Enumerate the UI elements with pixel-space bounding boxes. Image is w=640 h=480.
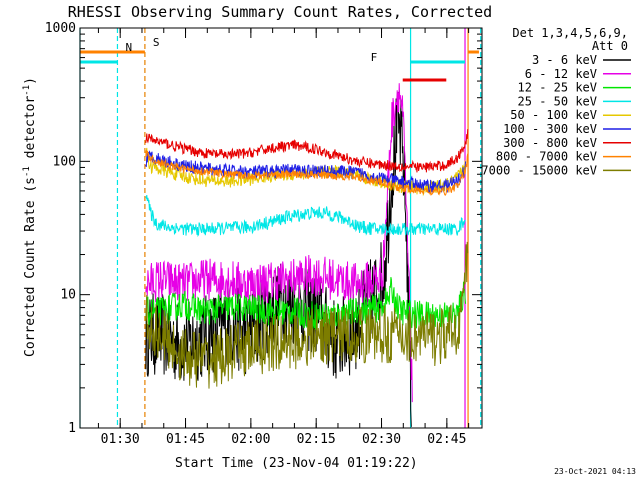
series-lines	[145, 83, 469, 427]
series-12-25-keVkev-line	[145, 277, 467, 331]
series-50-100-keVkev-line	[145, 147, 467, 197]
y-tick-label-3: 1000	[45, 21, 76, 36]
series-25-50-keVkev-line	[145, 195, 466, 238]
chart-title: RHESSI Observing Summary Count Rates, Co…	[68, 3, 492, 21]
x-axis-label: Start Time (23-Nov-04 01:19:22)	[175, 456, 418, 471]
y-axis-label-sup2: -1	[22, 85, 32, 96]
legend-label-1: 6 - 12 keV	[525, 67, 597, 81]
legend-label-7: 800 - 7000 keV	[496, 150, 597, 164]
series-300-800-keVkev-line	[145, 129, 469, 173]
x-tick-label-2: 02:00	[231, 432, 270, 447]
legend-label-6: 300 - 800 keV	[503, 136, 597, 150]
y-tick-label-1: 10	[60, 288, 76, 303]
y-axis-ticks: 1 10 100 1000	[45, 21, 482, 436]
legend-label-3: 25 - 50 keV	[518, 94, 597, 108]
legend-label-5: 100 - 300 keV	[503, 122, 597, 136]
x-tick-label-1: 01:45	[166, 432, 205, 447]
legend-label-0: 3 - 6 keV	[532, 53, 597, 67]
marker-n: N	[125, 41, 132, 54]
marker-f: F	[371, 51, 378, 64]
y-axis-label-mid: detector	[23, 96, 38, 167]
generated-timestamp: 23-Oct-2021 04:13	[554, 467, 636, 476]
event-markers: N S F	[125, 36, 377, 64]
series-7000-15000-keVkev-line	[145, 241, 469, 389]
y-axis-label: Corrected Count Rate (s-1 detector-1)	[22, 77, 38, 357]
legend-label-2: 12 - 25 keV	[518, 81, 597, 95]
y-axis-label-sup1: -1	[22, 166, 32, 177]
status-bars	[80, 50, 479, 82]
x-tick-label-3: 02:15	[297, 432, 336, 447]
y-axis-label-end: )	[23, 77, 38, 85]
x-tick-label-4: 02:30	[362, 432, 401, 447]
legend-label-8: 7000 - 15000 keV	[481, 163, 597, 177]
y-tick-label-2: 100	[53, 154, 76, 169]
legend-header-line-2: Att 0	[592, 39, 628, 53]
x-axis-ticks: 01:30 01:45 02:00 02:15 02:30 02:45	[97, 28, 470, 447]
marker-s: S	[153, 36, 160, 49]
x-tick-label-0: 01:30	[101, 432, 140, 447]
series-800-7000-keVkev-line	[145, 150, 469, 197]
series-6-12-keVkev-line	[145, 83, 413, 403]
y-axis-label-main: Corrected Count Rate (s	[23, 177, 38, 357]
y-tick-label-0: 1	[68, 421, 76, 436]
plot-frame	[79, 27, 483, 429]
legend-label-4: 50 - 100 keV	[510, 108, 597, 122]
legend-header-line-1: Det 1,3,4,5,6,9,	[512, 26, 628, 40]
x-tick-label-5: 02:45	[427, 432, 466, 447]
